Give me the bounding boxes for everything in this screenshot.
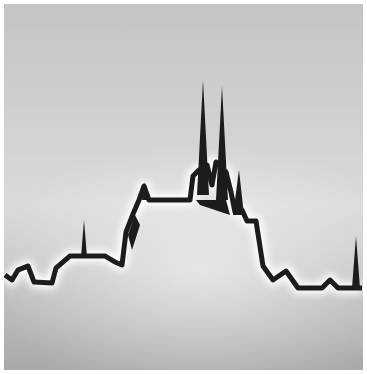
spire [216, 86, 228, 200]
church-body [196, 200, 230, 215]
skyline [3, 80, 362, 291]
spire [352, 236, 360, 288]
spire [142, 182, 148, 200]
spire [81, 220, 87, 257]
spire [197, 80, 209, 195]
building [128, 215, 140, 250]
spire [233, 170, 244, 215]
